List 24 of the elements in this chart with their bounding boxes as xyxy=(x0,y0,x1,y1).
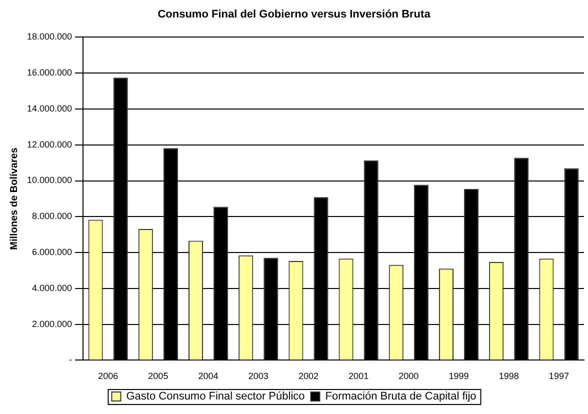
y-tick-label: 10.000.000 xyxy=(26,175,72,186)
x-tick-label: 1997 xyxy=(548,371,569,382)
legend-label: Gasto Consumo Final sector Público xyxy=(126,390,305,403)
y-axis-title: Millones de Bolívares xyxy=(8,147,20,250)
x-tick-label: 1998 xyxy=(498,371,519,382)
chart-title: Consumo Final del Gobierno versus Inversión Bruta xyxy=(158,8,432,21)
legend-label: Formación Bruta de Capital fijo xyxy=(325,390,476,403)
x-tick-label: 2003 xyxy=(248,371,268,382)
x-tick-label: 2001 xyxy=(348,371,369,382)
x-tick-label: 2000 xyxy=(398,371,419,382)
y-tick-label: 14.000.000 xyxy=(26,103,72,114)
x-tick-label: 2005 xyxy=(148,371,168,382)
y-tick-label: 18.000.000 xyxy=(26,32,72,42)
y-tick-label: - xyxy=(69,354,72,365)
y-tick-label: 8.000.000 xyxy=(32,211,72,222)
y-tick-label: 16.000.000 xyxy=(26,68,72,78)
y-tick-label: 6.000.000 xyxy=(32,247,72,258)
y-tick-label: 12.000.000 xyxy=(26,139,72,150)
y-tick-label: 4.000.000 xyxy=(32,282,72,293)
x-tick-label: 2002 xyxy=(298,371,318,382)
x-tick-label: 1999 xyxy=(448,371,469,382)
x-tick-label: 2004 xyxy=(198,371,218,382)
x-tick-label: 2006 xyxy=(98,371,118,382)
y-tick-label: 2.000.000 xyxy=(32,318,72,329)
